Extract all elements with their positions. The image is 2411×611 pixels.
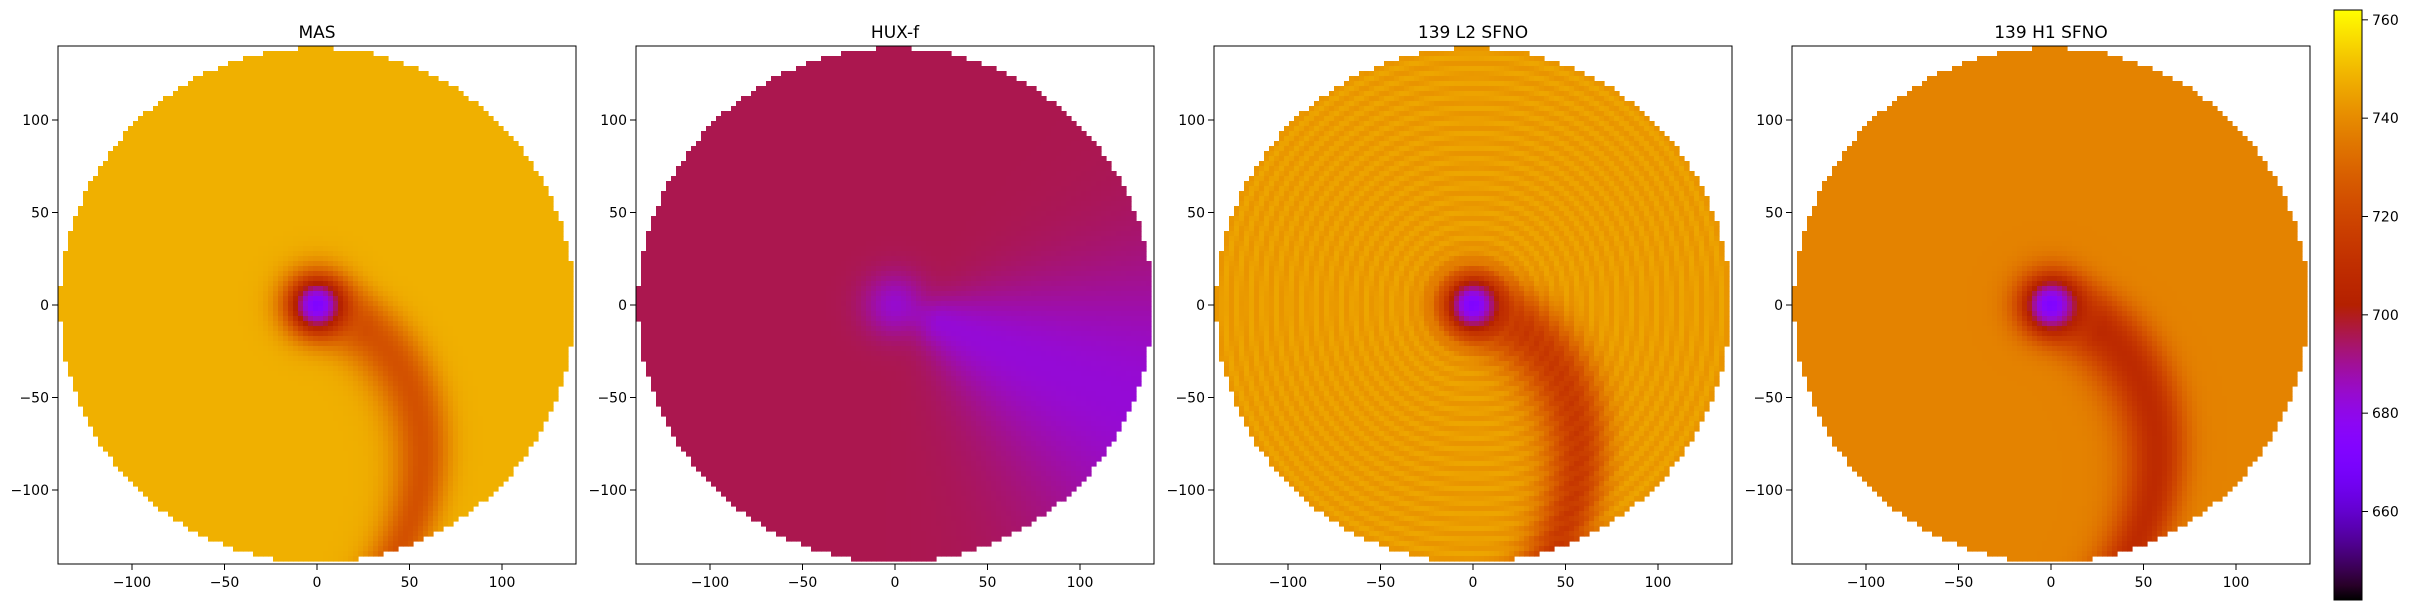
panel-139-l2-sfno: 139 L2 SFNO −100 −50 0 50 100 −100 −50 0 50 100	[1167, 23, 1732, 591]
x-tick-labels-hux-f: −100 −50 0 50 100	[691, 564, 1094, 591]
x-tick-labels-139-l2-sfno: −100 −50 0 50 100	[1269, 564, 1672, 591]
y-tick-label: 50	[1765, 206, 1783, 222]
y-tick-label: 100	[1756, 113, 1783, 129]
x-tick-label: −50	[1944, 575, 1974, 591]
heatmap-disk-139-l2-sfno	[1214, 46, 1730, 562]
colorbar-tick-label: 740	[2372, 111, 2399, 127]
y-tick-label: −100	[11, 483, 49, 499]
x-tick-label: 0	[2047, 575, 2056, 591]
x-tick-label: −100	[1847, 575, 1885, 591]
panel-mas: MAS −100 −50 0 50 100 −100 −50 0 50 100	[11, 23, 576, 591]
y-tick-label: 100	[22, 113, 49, 129]
x-tick-label: −100	[1269, 575, 1307, 591]
x-tick-label: 50	[401, 575, 419, 591]
y-tick-labels-139-h1-sfno: −100 −50 0 50 100	[1745, 113, 1792, 499]
colorbar: 660 680 700 720 740 760	[2334, 10, 2399, 600]
colorbar-tick-label: 760	[2372, 13, 2399, 29]
y-tick-label: 100	[1178, 113, 1205, 129]
y-tick-label: −50	[1753, 391, 1783, 407]
x-tick-label: 100	[489, 575, 516, 591]
panel-title-hux-f: HUX-f	[871, 23, 920, 43]
y-tick-label: −50	[597, 391, 627, 407]
x-tick-label: 50	[1557, 575, 1575, 591]
panel-title-139-h1-sfno: 139 H1 SFNO	[1994, 23, 2108, 43]
x-tick-label: 50	[979, 575, 997, 591]
colorbar-tick-labels: 660 680 700 720 740 760	[2362, 13, 2399, 521]
x-tick-label: −50	[210, 575, 240, 591]
y-tick-label: −100	[1167, 483, 1205, 499]
y-tick-label: 0	[1774, 298, 1783, 314]
panel-title-139-l2-sfno: 139 L2 SFNO	[1418, 23, 1528, 43]
colorbar-tick-label: 660	[2372, 505, 2399, 521]
colorbar-gradient	[2334, 10, 2362, 600]
panel-title-mas: MAS	[298, 23, 335, 43]
y-tick-label: 50	[31, 206, 49, 222]
y-tick-label: −50	[19, 391, 49, 407]
heatmap-disk-hux-f	[636, 46, 1152, 562]
x-tick-labels-mas: −100 −50 0 50 100	[113, 564, 516, 591]
x-tick-label: 0	[891, 575, 900, 591]
x-tick-labels-139-h1-sfno: −100 −50 0 50 100	[1847, 564, 2250, 591]
x-tick-label: 50	[2135, 575, 2153, 591]
y-tick-label: 0	[1196, 298, 1205, 314]
x-tick-label: −100	[691, 575, 729, 591]
colorbar-tick-label: 700	[2372, 308, 2399, 324]
y-tick-labels-mas: −100 −50 0 50 100	[11, 113, 58, 499]
x-tick-label: 100	[1067, 575, 1094, 591]
x-tick-label: 0	[313, 575, 322, 591]
heatmap-disk-mas	[58, 46, 574, 562]
x-tick-label: 100	[2223, 575, 2250, 591]
panel-hux-f: HUX-f −100 −50 0 50 100 −100 −50 0 50 100	[589, 23, 1154, 591]
x-tick-label: −50	[788, 575, 818, 591]
colorbar-tick-label: 680	[2372, 406, 2399, 422]
x-tick-label: 100	[1645, 575, 1672, 591]
y-tick-label: 50	[1187, 206, 1205, 222]
x-tick-label: −100	[113, 575, 151, 591]
y-tick-label: −50	[1175, 391, 1205, 407]
colorbar-tick-label: 720	[2372, 210, 2399, 226]
panel-139-h1-sfno: 139 H1 SFNO −100 −50 0 50 100 −100 −50 0 50 100	[1745, 23, 2310, 591]
heatmap-disk-139-h1-sfno	[1792, 46, 2308, 562]
y-tick-label: −100	[589, 483, 627, 499]
y-tick-label: 50	[609, 206, 627, 222]
y-tick-labels-139-l2-sfno: −100 −50 0 50 100	[1167, 113, 1214, 499]
y-tick-labels-hux-f: −100 −50 0 50 100	[589, 113, 636, 499]
y-tick-label: 100	[600, 113, 627, 129]
y-tick-label: 0	[40, 298, 49, 314]
x-tick-label: 0	[1469, 575, 1478, 591]
y-tick-label: 0	[618, 298, 627, 314]
x-tick-label: −50	[1366, 575, 1396, 591]
y-tick-label: −100	[1745, 483, 1783, 499]
